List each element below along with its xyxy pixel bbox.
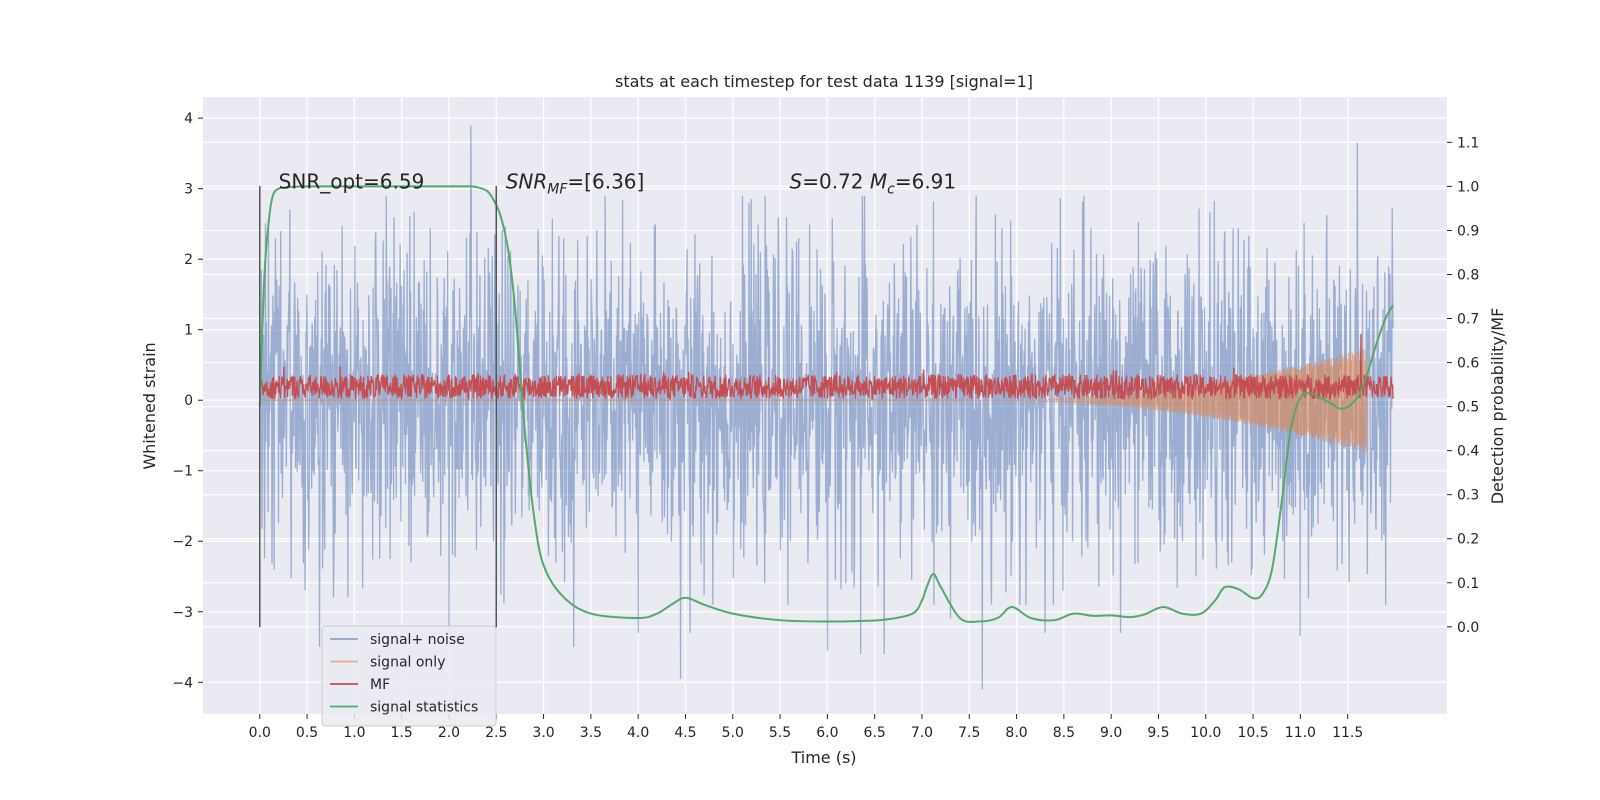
x-tick-label: 1.0 xyxy=(343,725,365,741)
y2-tick-label: 0.9 xyxy=(1457,223,1479,239)
grid-lines xyxy=(203,97,1447,714)
x-tick-label: 2.5 xyxy=(485,725,507,741)
y-axis-label: Whitened strain xyxy=(140,342,159,469)
legend: signal+ noise signal only MF signal statist… xyxy=(321,625,497,727)
legend-label: MF xyxy=(370,677,390,693)
x-tick-label: 2.0 xyxy=(438,725,460,741)
x-tick-label: 9.0 xyxy=(1100,725,1122,741)
annotation-0: SNR_opt=6.59 xyxy=(279,170,425,194)
y2-tick-label: 0.5 xyxy=(1457,400,1479,416)
y-tick-label: −1 xyxy=(172,464,193,480)
y2-tick-label: 0.4 xyxy=(1457,444,1479,460)
x-tick-label: 4.0 xyxy=(627,725,649,741)
x-tick-label: 10.5 xyxy=(1237,725,1268,741)
x-tick-label: 5.5 xyxy=(769,725,791,741)
y-axis-left: −4 −3 −2 −1 0 1 2 3 4 xyxy=(172,111,203,691)
y2-tick-label: 0.0 xyxy=(1457,620,1479,636)
y2-tick-label: 1.0 xyxy=(1457,179,1479,195)
legend-label: signal statistics xyxy=(370,700,478,716)
series-mf xyxy=(259,333,1394,401)
y2-tick-label: 1.1 xyxy=(1457,135,1479,151)
x-tick-label: 11.0 xyxy=(1285,725,1316,741)
y-tick-label: −3 xyxy=(172,605,193,621)
x-tick-label: 0.0 xyxy=(249,725,271,741)
x-tick-label: 7.0 xyxy=(911,725,933,741)
y2-tick-label: 0.6 xyxy=(1457,356,1479,372)
annotations: SNR_opt=6.59 SNRMF=[6.36] S=0.72 Mc=6.91 xyxy=(279,170,956,198)
x-tick-label: 7.5 xyxy=(958,725,980,741)
x-tick-label: 6.5 xyxy=(864,725,886,741)
x-tick-label: 1.5 xyxy=(391,725,413,741)
y-tick-label: 0 xyxy=(184,393,193,409)
x-tick-label: 0.5 xyxy=(296,725,318,741)
x-tick-label: 5.0 xyxy=(722,725,744,741)
y2-tick-label: 0.2 xyxy=(1457,532,1479,548)
x-tick-label: 4.5 xyxy=(674,725,696,741)
y-tick-label: 3 xyxy=(184,182,193,198)
series-signal-noise xyxy=(259,125,1394,690)
x-tick-label: 6.0 xyxy=(816,725,838,741)
legend-label: signal+ noise xyxy=(370,632,465,648)
x-tick-label: 3.5 xyxy=(580,725,602,741)
x-tick-label: 9.5 xyxy=(1147,725,1169,741)
x-tick-label: 10.0 xyxy=(1190,725,1221,741)
y-tick-label: 4 xyxy=(184,111,193,127)
y-axis-right: 0.0 0.1 0.2 0.3 0.4 0.5 0.6 0.7 0.8 0.9 1.0 1.1 xyxy=(1447,135,1479,636)
annotation-1: SNRMF=[6.36] xyxy=(506,170,645,198)
y2-tick-label: 0.3 xyxy=(1457,488,1479,504)
legend-label: signal only xyxy=(370,655,445,671)
y2-axis-label: Detection probability/MF xyxy=(1488,308,1507,505)
y-tick-label: −2 xyxy=(172,534,193,550)
y-tick-label: 2 xyxy=(184,252,193,268)
y2-tick-label: 0.8 xyxy=(1457,267,1479,283)
x-tick-label: 8.0 xyxy=(1005,725,1027,741)
y-tick-label: 1 xyxy=(184,323,193,339)
annotation-2: S=0.72 Mc=6.91 xyxy=(790,170,957,198)
legend-box xyxy=(321,625,497,727)
y2-tick-label: 0.7 xyxy=(1457,312,1479,328)
x-tick-label: 8.5 xyxy=(1053,725,1075,741)
y2-tick-label: 0.1 xyxy=(1457,576,1479,592)
x-axis-label: Time (s) xyxy=(790,748,856,767)
chart-title: stats at each timestep for test data 113… xyxy=(615,72,1033,91)
y-tick-label: −4 xyxy=(172,675,193,691)
x-axis: 0.0 0.5 1.0 1.5 2.0 2.5 3.0 3.5 4.0 4.5 5.0 5.5 6.0 6… xyxy=(249,714,1363,741)
plot-content xyxy=(258,125,1394,690)
series-signal-statistics xyxy=(258,185,1394,623)
x-tick-label: 3.0 xyxy=(532,725,554,741)
series-signal-only xyxy=(969,349,1368,453)
x-tick-label: 11.5 xyxy=(1332,725,1363,741)
